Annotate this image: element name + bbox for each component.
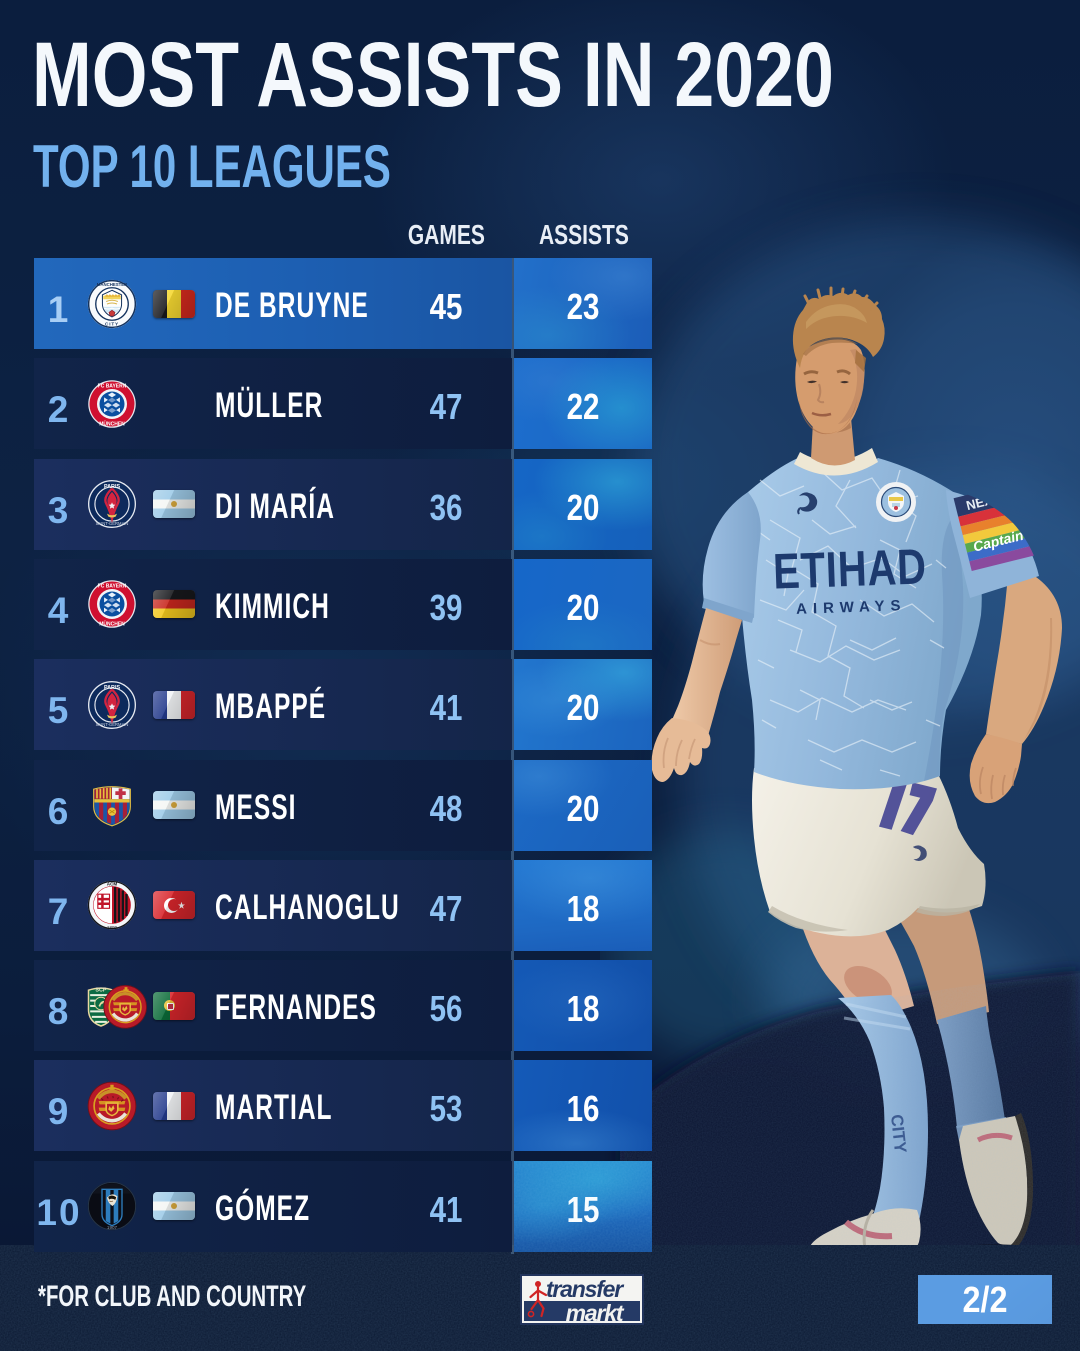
svg-text:1899: 1899 bbox=[107, 925, 118, 930]
svg-text:MÜNCHEN: MÜNCHEN bbox=[99, 420, 125, 427]
svg-text:PARIS: PARIS bbox=[104, 484, 121, 490]
svg-text:PARIS: PARIS bbox=[104, 684, 121, 690]
svg-text:1907: 1907 bbox=[107, 1225, 118, 1230]
svg-text:SCP: SCP bbox=[95, 987, 107, 993]
svg-text:AIRWAYS: AIRWAYS bbox=[796, 597, 907, 618]
svg-text:MANCHESTER: MANCHESTER bbox=[97, 282, 128, 287]
svg-text:MÜNCHEN: MÜNCHEN bbox=[99, 621, 125, 628]
svg-text:ETIHAD: ETIHAD bbox=[772, 538, 928, 600]
svg-text:CITY: CITY bbox=[105, 321, 119, 326]
svg-text:ACM: ACM bbox=[107, 882, 118, 887]
svg-text:SAINT-GERMAIN: SAINT-GERMAIN bbox=[96, 722, 129, 727]
svg-text:FC BAYERN: FC BAYERN bbox=[98, 383, 127, 389]
svg-text:SAINT-GERMAIN: SAINT-GERMAIN bbox=[96, 521, 129, 526]
svg-text:FC BAYERN: FC BAYERN bbox=[98, 584, 127, 590]
